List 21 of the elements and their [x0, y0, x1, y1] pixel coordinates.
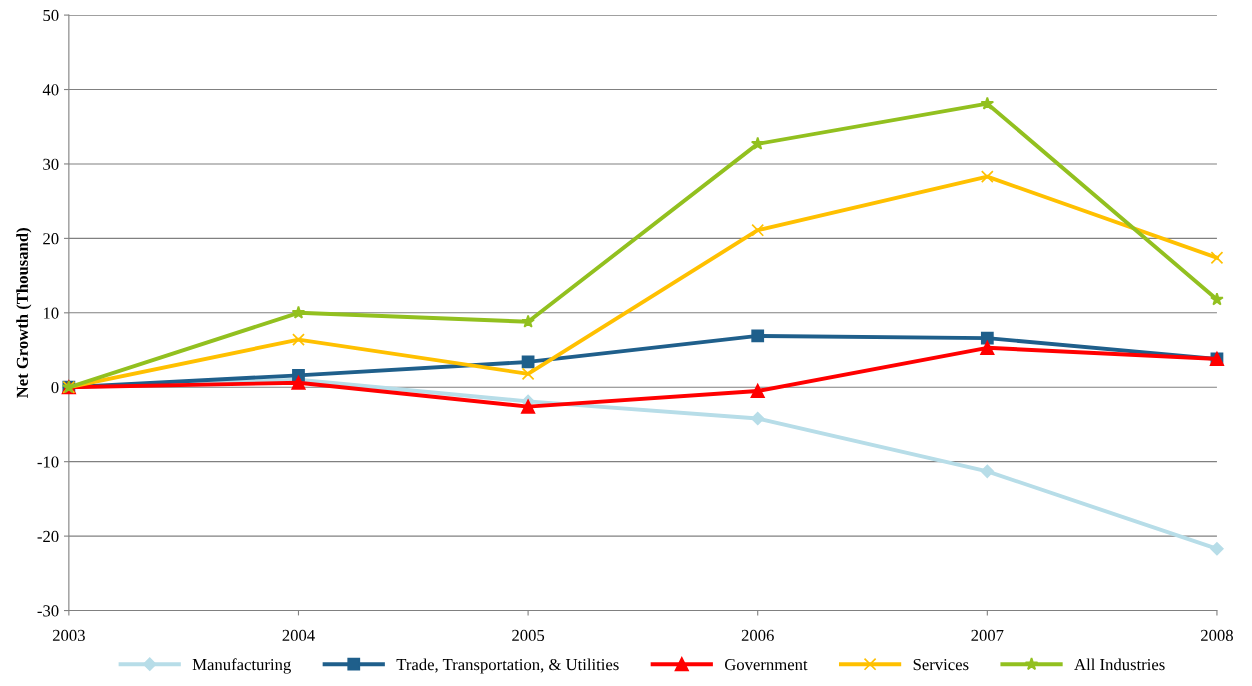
x-tick-label: 2005 — [512, 629, 545, 642]
x-tick-label: 2008 — [1201, 629, 1233, 642]
y-tick-label: -20 — [37, 530, 59, 543]
x-tick-label: 2006 — [741, 629, 774, 642]
legend-label: Government — [724, 658, 808, 671]
x-tick-label: 2003 — [52, 629, 85, 642]
legend-label: All Industries — [1074, 658, 1165, 671]
y-tick-label: -30 — [37, 605, 59, 617]
y-tick-label: 10 — [43, 307, 59, 319]
legend-label: Manufacturing — [192, 658, 291, 674]
x-tick-label: 2007 — [971, 629, 1004, 642]
y-tick-label: 50 — [43, 9, 59, 22]
y-tick-label: 30 — [43, 158, 59, 170]
y-tick-label: 0 — [51, 381, 59, 394]
y-tick-label: 40 — [42, 84, 59, 96]
y-axis-title: Net Growth (Thousand) — [16, 228, 32, 399]
x-tick-label: 2004 — [282, 629, 315, 642]
y-tick-label: -10 — [37, 456, 59, 468]
legend-label: Services — [913, 658, 969, 671]
y-tick-label: 20 — [43, 233, 59, 245]
legend-label: Trade, Transportation, & Utilities — [396, 658, 619, 674]
